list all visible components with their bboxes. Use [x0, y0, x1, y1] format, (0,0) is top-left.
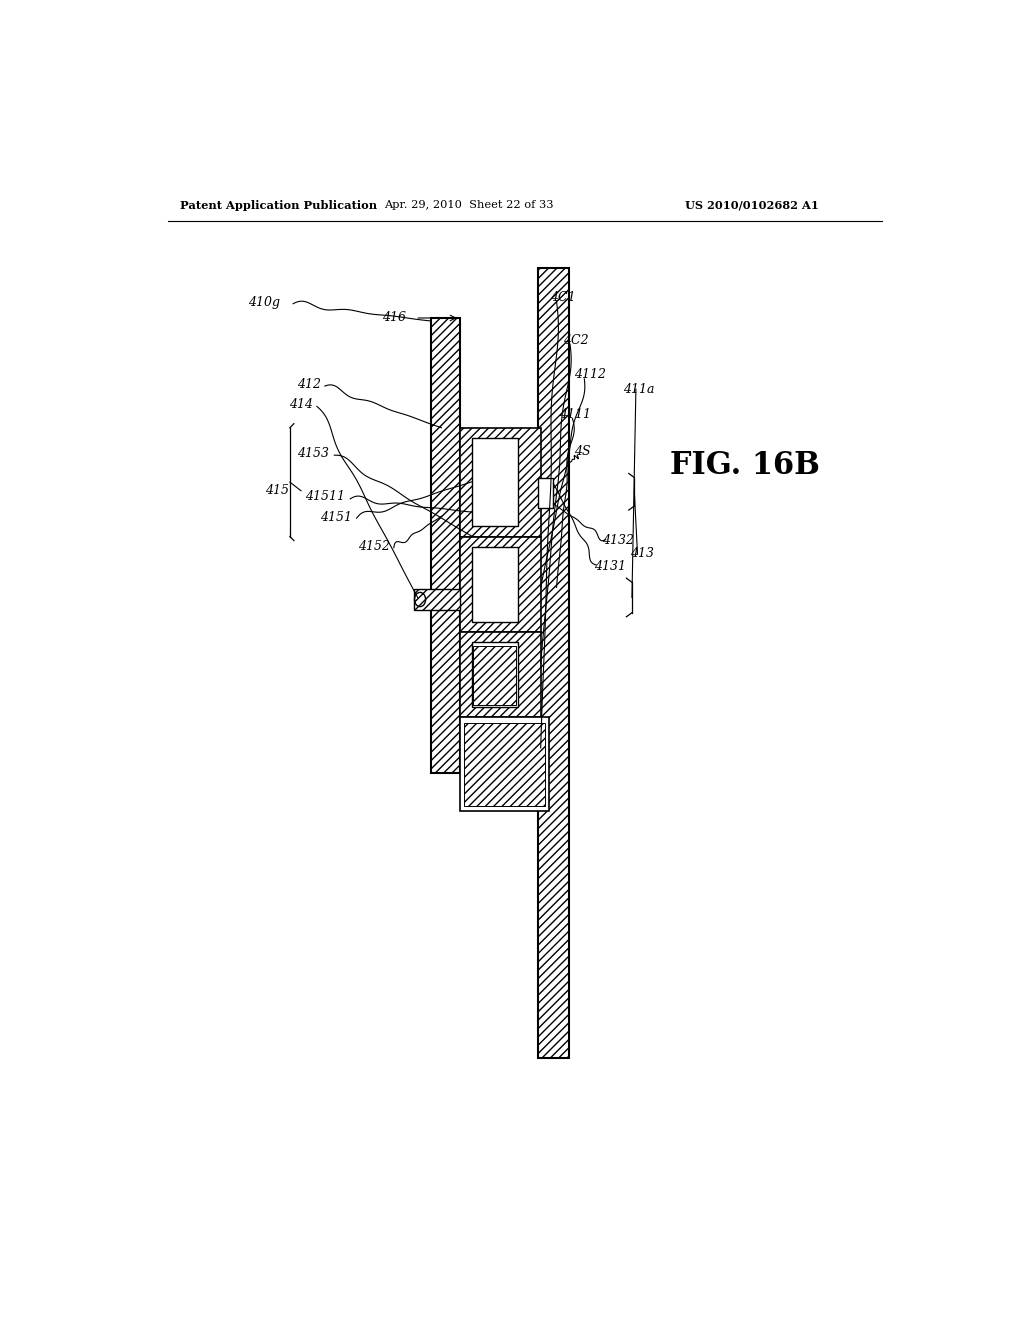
Text: 4112: 4112 [573, 368, 606, 381]
Bar [414, 589, 460, 610]
Bar [460, 428, 541, 536]
Bar [472, 546, 518, 622]
Text: 4C2: 4C2 [563, 334, 589, 347]
Bar [539, 268, 569, 1057]
Text: 413: 413 [630, 548, 654, 560]
Text: 4151: 4151 [319, 511, 352, 524]
Text: 4S: 4S [573, 445, 590, 458]
Bar [472, 643, 518, 708]
Text: 410g: 410g [249, 296, 281, 309]
Bar [431, 318, 460, 774]
Bar [539, 478, 553, 508]
Text: 4131: 4131 [595, 561, 627, 573]
Bar [464, 722, 545, 805]
Text: 4111: 4111 [559, 408, 591, 421]
Text: 4C1: 4C1 [550, 292, 575, 304]
Text: 414: 414 [289, 397, 313, 411]
Text: 41511: 41511 [305, 490, 345, 503]
Text: Apr. 29, 2010  Sheet 22 of 33: Apr. 29, 2010 Sheet 22 of 33 [384, 201, 554, 210]
Text: 4152: 4152 [358, 540, 390, 553]
Text: 4132: 4132 [602, 535, 635, 546]
Text: Patent Application Publication: Patent Application Publication [179, 199, 377, 211]
Text: 416: 416 [382, 312, 406, 325]
Bar [460, 536, 541, 632]
Text: US 2010/0102682 A1: US 2010/0102682 A1 [685, 199, 818, 211]
Text: 412: 412 [297, 378, 321, 391]
Text: 4153: 4153 [297, 446, 329, 459]
Bar [460, 632, 541, 718]
Bar [473, 647, 516, 705]
Text: 411a: 411a [624, 383, 654, 396]
Text: FIG. 16B: FIG. 16B [671, 450, 820, 480]
Bar [460, 718, 549, 810]
Bar [472, 438, 518, 527]
Text: 415: 415 [265, 484, 289, 498]
